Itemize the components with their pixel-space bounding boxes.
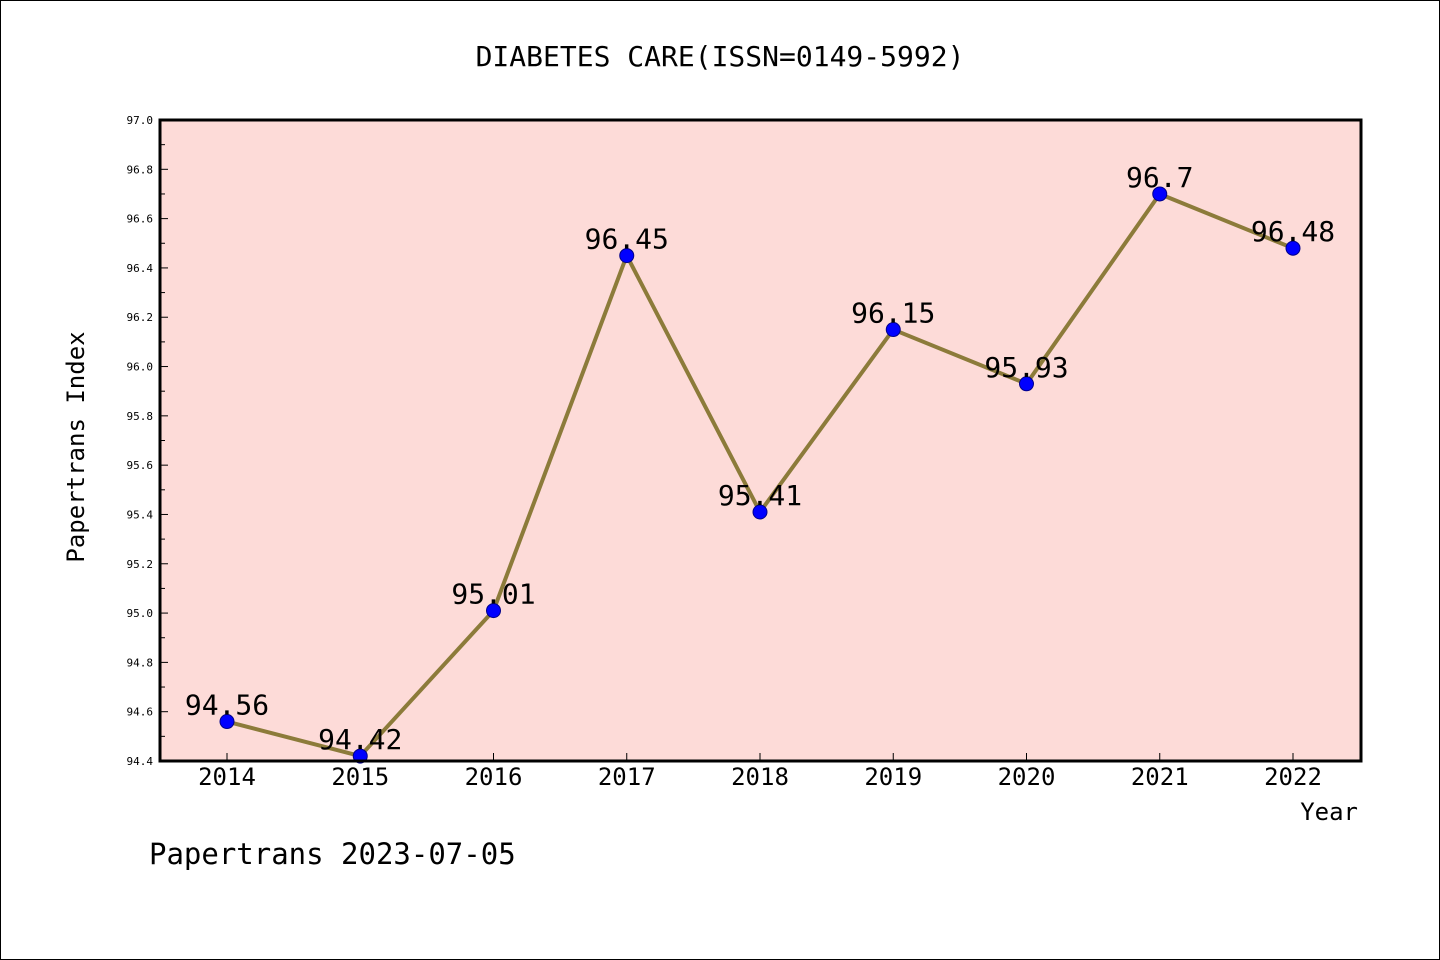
y-tick-label: 95.0 — [127, 607, 154, 620]
data-point — [1019, 376, 1034, 392]
x-tick-label: 2018 — [731, 763, 789, 791]
data-point — [752, 504, 768, 520]
y-tick-label: 95.8 — [127, 410, 154, 423]
plot-area — [160, 120, 1361, 761]
data-labels: 94.56 94.42 95.01 96.45 95.41 96.15 95.93 96.7 9… — [185, 161, 1335, 756]
x-tick-label: 2019 — [864, 763, 922, 791]
plot-border — [158, 118, 1363, 763]
y-tick-label: 94.4 — [127, 755, 154, 768]
data-point — [885, 322, 901, 338]
x-tick-label: 2017 — [598, 763, 656, 791]
y-tick-label: 96.0 — [127, 361, 154, 374]
watermark-text: Papertrans 2023-07-05 — [149, 837, 516, 871]
y-tick-label: 95.4 — [127, 508, 154, 521]
y-tick-label: 96.2 — [127, 311, 154, 324]
y-tick-label: 94.6 — [127, 706, 154, 719]
y-tick-label: 96.8 — [127, 163, 154, 176]
x-tick-label: 2016 — [465, 763, 523, 791]
data-point — [1152, 186, 1168, 202]
y-axis-label: Papertrans Index — [62, 331, 90, 562]
data-label: 95.41 — [718, 479, 802, 512]
data-label: 95.93 — [984, 351, 1068, 384]
data-label: 96.15 — [851, 297, 935, 330]
y-tick-label: 95.6 — [127, 459, 154, 472]
x-tick-label: 2015 — [331, 763, 389, 791]
data-label: 96.7 — [1126, 161, 1193, 194]
y-tick-label: 96.6 — [127, 213, 154, 226]
data-label: 94.56 — [185, 689, 269, 722]
x-tick-label: 2014 — [198, 763, 256, 791]
y-tick-label: 97.0 — [127, 114, 154, 127]
data-label: 95.01 — [451, 578, 535, 611]
x-tick-label: 2021 — [1131, 763, 1189, 791]
y-tick-label: 94.8 — [127, 656, 154, 669]
data-point — [486, 603, 501, 619]
data-label: 94.42 — [318, 723, 402, 756]
y-tick-label: 95.2 — [127, 558, 154, 571]
data-label: 96.48 — [1251, 215, 1335, 248]
x-tick-label: 2020 — [998, 763, 1056, 791]
x-axis-label: Year — [1300, 798, 1358, 826]
y-tick-label: 96.4 — [127, 262, 154, 275]
data-point — [1285, 240, 1301, 256]
x-tick-label: 2022 — [1264, 763, 1322, 791]
x-axis: 2014 2015 2016 2017 2018 2019 2020 2021 2022 — [198, 753, 1322, 791]
data-point — [619, 248, 635, 264]
chart-title: DIABETES CARE(ISSN=0149-5992) — [476, 40, 965, 73]
data-label: 96.45 — [585, 223, 669, 256]
data-point — [219, 714, 235, 730]
